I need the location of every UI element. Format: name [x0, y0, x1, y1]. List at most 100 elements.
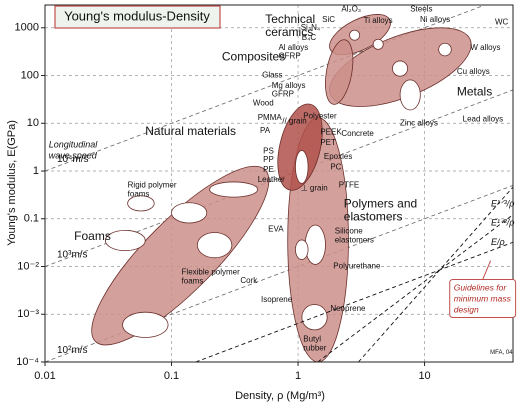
annotation: Concrete	[341, 129, 374, 138]
material-label: Ti alloys	[364, 16, 393, 25]
material-label: PET	[320, 138, 336, 147]
annotation: Leather	[258, 175, 285, 184]
material-label: W alloys	[470, 43, 500, 52]
material-label: Ni alloys	[420, 15, 450, 24]
annotation: EVA	[268, 224, 284, 233]
wave-speed-line	[45, 89, 513, 267]
annotation: Ni alloys	[420, 15, 450, 24]
material-label: WC	[495, 17, 509, 26]
guideline	[358, 186, 513, 362]
material-bubble	[209, 181, 259, 198]
chart-title: Young's modulus-Density	[64, 8, 210, 23]
plot-frame	[44, 4, 514, 363]
material-bubble	[196, 232, 233, 259]
annotation: Al alloys	[278, 43, 308, 52]
annotation: Cork	[240, 276, 258, 285]
material-bubble	[104, 230, 146, 252]
annotation: W alloys	[470, 43, 500, 52]
material-label: ⊥ grain	[301, 184, 328, 193]
family-label: Foams	[74, 229, 111, 243]
guideline-label: E/ρ	[491, 237, 505, 247]
material-label: PEEK	[320, 128, 342, 137]
material-bubble	[127, 195, 155, 212]
material-bubble	[392, 60, 409, 77]
family-label: elastomers	[344, 210, 403, 224]
material-label: EVA	[268, 224, 284, 233]
annotation: PET	[320, 138, 336, 147]
guide-label: Guidelines for	[454, 283, 508, 293]
material-label: Al alloys	[278, 43, 308, 52]
annotation: Ti alloys	[364, 16, 393, 25]
wave-speed-line	[45, 185, 513, 362]
annotation: GFRP	[278, 52, 300, 61]
material-label: Steels	[410, 5, 432, 14]
material-label: Polyurethane	[333, 262, 381, 271]
material-label: Rigid polymer	[128, 180, 177, 189]
family-envelope	[277, 103, 323, 191]
family-label: Polymers and	[344, 197, 417, 211]
annotation: PP	[263, 155, 274, 164]
y-tick-label: 10	[27, 117, 39, 129]
material-bubble	[438, 42, 452, 57]
title-box	[54, 5, 221, 29]
annotation: Zinc alloys	[400, 118, 438, 127]
material-label: Silicone	[335, 226, 364, 235]
annotation: Si₃N₄	[301, 23, 320, 32]
family-label: Natural materials	[145, 124, 236, 138]
tiny-label: MFA, 04	[490, 350, 513, 356]
family-envelope	[325, 39, 354, 105]
material-label: PE	[263, 165, 274, 174]
material-label: Si₃N₄	[301, 23, 320, 32]
material-bubble	[122, 311, 169, 338]
annotation: // grain	[282, 116, 306, 125]
annotation: Steels	[410, 5, 432, 14]
family-label: Technical	[265, 12, 315, 26]
material-label: Cu alloys	[457, 67, 490, 76]
material-label: Al₂O₃	[341, 5, 361, 14]
material-label: Mg alloys	[272, 81, 306, 90]
x-tick-label: 0.1	[164, 370, 179, 382]
material-label: Lead alloys	[463, 115, 503, 124]
x-tick-label: 0.01	[34, 370, 55, 382]
material-label: PS	[263, 146, 274, 155]
material-label: Glass	[262, 71, 282, 80]
annotation: PTFE	[339, 180, 359, 189]
y-axis-label: Young's modulus, E(GPa)	[6, 120, 18, 246]
annotation: PA	[260, 126, 271, 135]
note-label: Longitudinal	[49, 139, 99, 149]
guide-label: design	[454, 305, 479, 315]
y-tick-label: 1000	[15, 22, 39, 34]
annotation: Glass	[262, 71, 282, 80]
material-label: Flexible polymer	[182, 268, 241, 277]
annotation: WC	[495, 17, 509, 26]
material-label: Isoprene	[261, 295, 293, 304]
material-label: elastomers	[335, 235, 374, 244]
guide-label: minimum mass	[454, 294, 512, 304]
material-label: Wood	[253, 99, 274, 108]
material-label: Polyester	[303, 111, 337, 120]
y-tick-label: 10⁻³	[17, 308, 39, 320]
material-bubble	[399, 79, 421, 111]
annotation: GFRP	[272, 90, 294, 99]
annotation: Cu alloys	[457, 67, 490, 76]
annotation: Natural materials	[145, 124, 236, 138]
annotation: Metals	[457, 84, 492, 98]
family-label: Composites	[222, 50, 285, 64]
x-tick-label: 1	[295, 370, 301, 382]
annotation: PE	[263, 165, 274, 174]
annotation: Mg alloys	[272, 81, 306, 90]
y-tick-label: 10⁻⁴	[16, 356, 39, 368]
material-bubble	[349, 29, 361, 41]
guideline	[195, 241, 513, 362]
y-tick-label: 1	[33, 165, 39, 177]
material-label: rubber	[303, 343, 326, 352]
y-tick-label: 10⁻²	[17, 260, 39, 272]
annotation: Polyurethane	[333, 262, 381, 271]
material-label: Leather	[258, 175, 285, 184]
